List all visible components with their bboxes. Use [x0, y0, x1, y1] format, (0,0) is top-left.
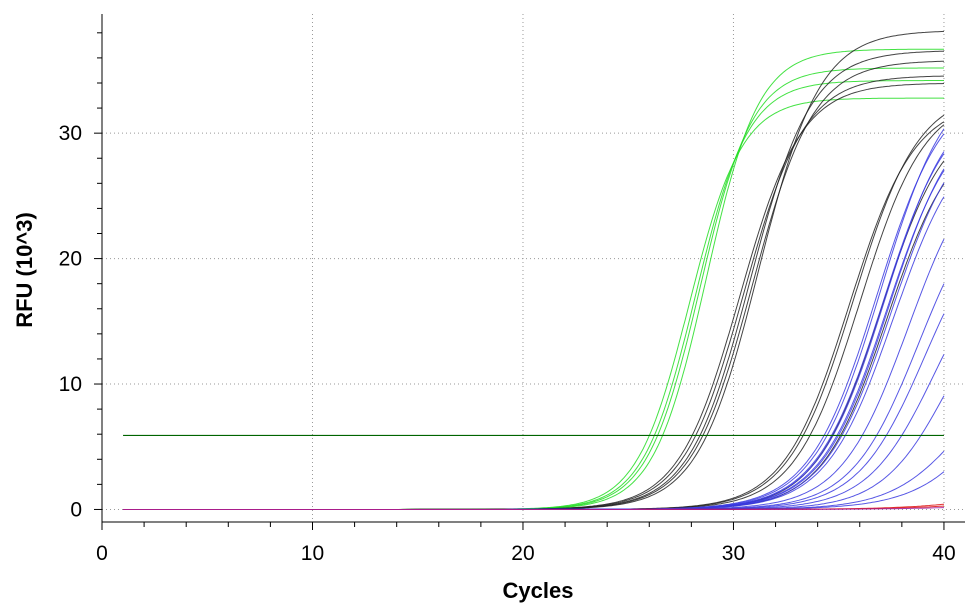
- plot-area: [102, 14, 965, 522]
- y-axis-title: RFU (10^3): [12, 212, 37, 328]
- x-tick-label: 40: [932, 542, 955, 565]
- gridlines: [102, 14, 965, 522]
- x-tick-label: 0: [96, 542, 108, 565]
- series-curve-purple: [123, 507, 944, 510]
- y-tick-label: 20: [59, 248, 82, 271]
- y-tick-label: 10: [59, 373, 82, 396]
- tick-labels: 0 10 20 30 40 0 10 20 30: [59, 122, 956, 565]
- x-axis-title: Cycles: [503, 578, 574, 603]
- x-tick-label: 20: [511, 542, 534, 565]
- y-tick-label: 30: [59, 122, 82, 145]
- series-curves: [123, 30, 945, 510]
- x-tick-label: 30: [722, 542, 745, 565]
- y-tick-label: 0: [70, 498, 82, 521]
- x-tick-label: 10: [301, 542, 324, 565]
- axes: [94, 14, 965, 530]
